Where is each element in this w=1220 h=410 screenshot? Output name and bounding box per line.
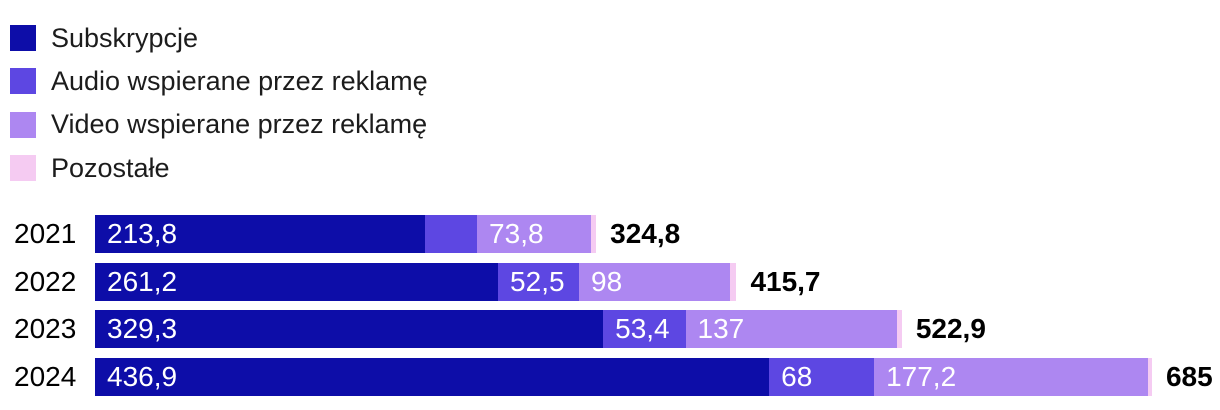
legend-swatch-icon (10, 111, 36, 138)
bar-track: 261,2 52,5 98 (95, 262, 737, 301)
bar-row: 2024 436,9 68 177,2 685 (0, 358, 1220, 397)
bar-segment: 68 (769, 358, 875, 397)
bar-segment: 53,4 (603, 310, 686, 349)
total-label: 415,7 (750, 265, 821, 297)
legend-item: Video wspierane przez reklamę (10, 109, 428, 140)
bar-segment (590, 215, 597, 253)
bar-segment: 213,8 (95, 215, 425, 253)
bar-row: 2023 329,3 53,4 137 522,9 (0, 310, 1220, 349)
bar-segment: 73,8 (477, 215, 591, 253)
bar-segment: 137 (685, 310, 897, 349)
bar-segment: 52,5 (498, 262, 580, 301)
legend-swatch-icon (10, 68, 36, 95)
bar-track: 329,3 53,4 137 (95, 310, 902, 349)
bar-segment (1147, 358, 1152, 397)
bar-segment: 436,9 (95, 358, 770, 397)
bar-row: 2021 213,8 73,8 324,8 (0, 215, 1220, 253)
total-label: 324,8 (610, 218, 681, 249)
year-label: 2023 (14, 313, 77, 345)
legend-item: Audio wspierane przez reklamę (10, 65, 428, 96)
bar-segment: 177,2 (874, 358, 1148, 397)
segment-value-label: 177,2 (886, 361, 957, 393)
bar-track: 436,9 68 177,2 (95, 358, 1152, 397)
segment-value-label: 213,8 (107, 218, 178, 249)
year-label: 2024 (14, 361, 77, 393)
segment-value-label: 68 (781, 361, 813, 393)
segment-value-label: 53,4 (615, 313, 670, 345)
total-label: 685 (1165, 361, 1213, 393)
legend-label: Video wspierane przez reklamę (51, 109, 428, 140)
bar-segment: 261,2 (95, 262, 499, 301)
bar-row: 2022 261,2 52,5 98 415,7 (0, 262, 1220, 301)
legend-item: Pozostałe (10, 152, 170, 183)
legend-swatch-icon (10, 25, 36, 51)
legend-label: Pozostałe (51, 152, 170, 183)
legend-label: Subskrypcje (51, 22, 199, 53)
segment-value-label: 98 (591, 265, 623, 297)
bar-segment: 329,3 (95, 310, 604, 349)
bar-segment (730, 262, 737, 301)
segment-value-label: 73,8 (489, 218, 544, 249)
bar-segment: 98 (579, 262, 731, 301)
total-label: 522,9 (915, 313, 986, 345)
bar-segment (896, 310, 902, 349)
segment-value-label: 137 (697, 313, 745, 345)
legend-swatch-icon (10, 155, 36, 182)
year-label: 2021 (14, 218, 77, 249)
bar-track: 213,8 73,8 (95, 215, 597, 253)
segment-value-label: 261,2 (107, 265, 178, 297)
segment-value-label: 436,9 (107, 361, 178, 393)
segment-value-label: 52,5 (510, 265, 565, 297)
bar-segment (424, 215, 478, 253)
year-label: 2022 (14, 265, 77, 297)
legend-label: Audio wspierane przez reklamę (51, 65, 428, 96)
segment-value-label: 329,3 (107, 313, 178, 345)
legend-item: Subskrypcje (10, 22, 199, 53)
